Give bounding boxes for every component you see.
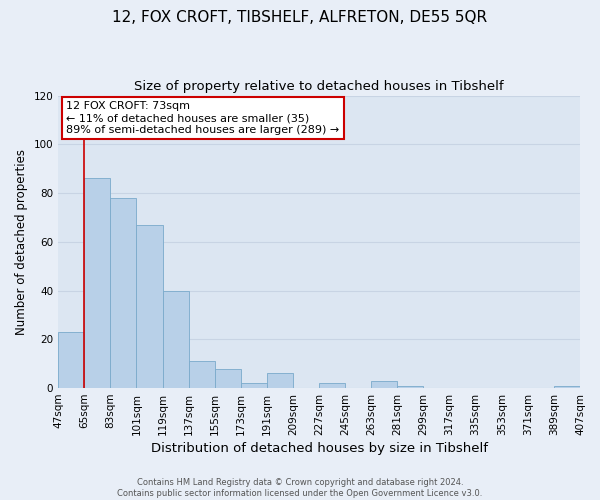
Bar [84,178,110,388]
Bar [215,368,241,388]
Y-axis label: Number of detached properties: Number of detached properties [15,149,28,335]
Bar [241,383,267,388]
Bar [371,381,397,388]
Bar [397,386,424,388]
Bar [319,383,345,388]
Bar [267,374,293,388]
Bar [136,224,163,388]
Bar [554,386,580,388]
Title: Size of property relative to detached houses in Tibshelf: Size of property relative to detached ho… [134,80,504,93]
Bar [110,198,136,388]
Bar [163,290,188,388]
Bar [188,362,215,388]
Text: Contains HM Land Registry data © Crown copyright and database right 2024.
Contai: Contains HM Land Registry data © Crown c… [118,478,482,498]
Text: 12 FOX CROFT: 73sqm
← 11% of detached houses are smaller (35)
89% of semi-detach: 12 FOX CROFT: 73sqm ← 11% of detached ho… [66,102,339,134]
Text: 12, FOX CROFT, TIBSHELF, ALFRETON, DE55 5QR: 12, FOX CROFT, TIBSHELF, ALFRETON, DE55 … [112,10,488,25]
Bar [58,332,84,388]
X-axis label: Distribution of detached houses by size in Tibshelf: Distribution of detached houses by size … [151,442,488,455]
